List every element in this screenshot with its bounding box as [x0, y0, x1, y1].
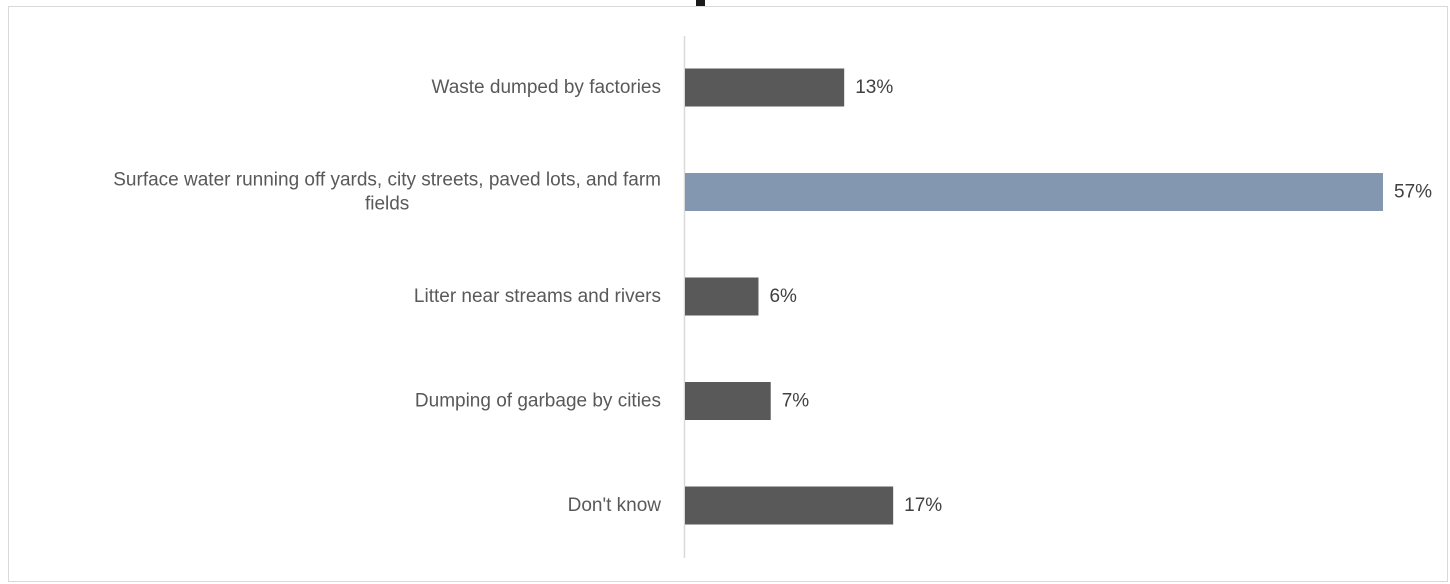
value-label: 7%: [782, 391, 810, 412]
bar: [685, 277, 759, 316]
value-label: 13%: [855, 77, 893, 98]
bar: [685, 173, 1383, 211]
category-label: Litter near streams and rivers: [414, 286, 661, 307]
category-label: Surface water running off yards, city st…: [113, 170, 661, 191]
category-label: Dumping of garbage by cities: [415, 391, 661, 412]
value-label: 6%: [769, 286, 797, 307]
category-label: Don't know: [568, 495, 662, 516]
category-label: fields: [365, 194, 409, 215]
value-label: 57%: [1394, 182, 1432, 203]
bar: [685, 68, 845, 107]
bar: [685, 486, 894, 525]
value-label: 17%: [904, 495, 942, 516]
bar: [685, 382, 771, 420]
title-fragment: [696, 0, 705, 6]
category-label: Waste dumped by factories: [431, 77, 661, 98]
